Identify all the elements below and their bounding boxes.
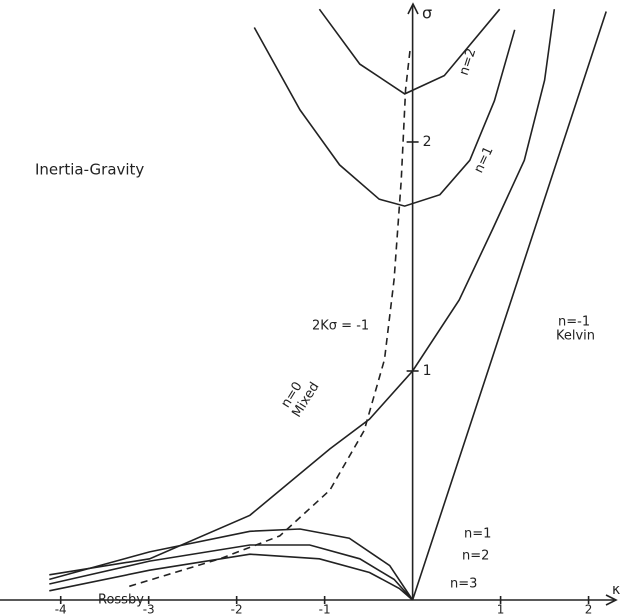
x-tick-label: -1 <box>319 603 331 614</box>
curve <box>411 11 607 601</box>
x-tick-label: 1 <box>497 603 505 614</box>
x-tick-label: -3 <box>143 603 155 614</box>
annotation: 2Kσ = -1 <box>312 319 369 334</box>
curve <box>318 8 501 95</box>
y-tick-label: 1 <box>423 363 432 379</box>
x-tick-label: 2 <box>585 603 593 614</box>
curve <box>253 27 516 207</box>
y-axis-arrow <box>407 2 419 15</box>
annotation: n=-1 <box>558 315 590 330</box>
curve <box>129 50 411 588</box>
x-tick-label: -2 <box>231 603 243 614</box>
curve <box>49 9 556 576</box>
curve <box>49 553 414 601</box>
annotation: n=2 <box>457 47 480 78</box>
y-tick-label: 2 <box>423 134 432 150</box>
annotation: n=3 <box>450 577 477 592</box>
curve <box>49 528 414 601</box>
annotation: Kelvin <box>556 329 595 344</box>
y-axis-label: σ <box>422 4 432 23</box>
x-tick-label: -4 <box>55 603 67 614</box>
x-axis-arrow <box>605 594 618 606</box>
annotation: Inertia-Gravity <box>35 161 144 179</box>
annotation: n=1 <box>464 527 491 542</box>
annotation: n=2 <box>462 549 489 564</box>
x-axis-label: κ <box>612 582 620 598</box>
curve <box>49 544 414 601</box>
